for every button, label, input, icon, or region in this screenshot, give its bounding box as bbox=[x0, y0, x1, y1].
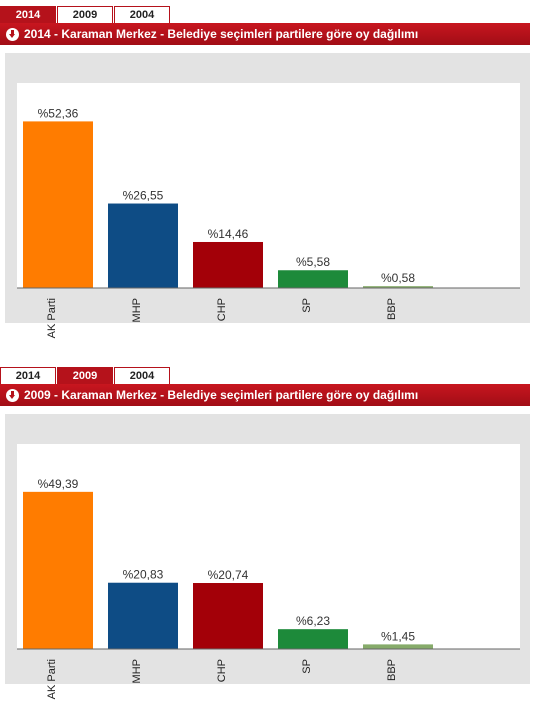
bar-sp[interactable] bbox=[278, 629, 348, 649]
download-icon[interactable] bbox=[6, 388, 19, 402]
plot-background bbox=[17, 444, 520, 649]
download-icon[interactable] bbox=[6, 27, 19, 41]
chart-title-bar: 2014 - Karaman Merkez - Belediye seçimle… bbox=[0, 23, 530, 45]
data-label: %49,39 bbox=[38, 477, 79, 491]
bar-chp[interactable] bbox=[193, 583, 263, 649]
bar-chart-2009: %49,39 AK Parti %20,83 MHP %20,74 CHP %6,23 SP%… bbox=[17, 477, 520, 699]
election-panel-2014: 2014 2009 2004 2014 - Karaman Merkez - B… bbox=[0, 6, 535, 358]
category-label: BBP bbox=[386, 659, 398, 681]
data-label: %0,58 bbox=[381, 271, 415, 285]
bar-chp[interactable] bbox=[193, 241, 263, 288]
bar-sp[interactable] bbox=[278, 270, 348, 288]
category-label: CHP bbox=[216, 659, 228, 682]
bar-mhp[interactable] bbox=[108, 203, 178, 288]
tab-2014[interactable]: 2014 bbox=[0, 6, 56, 23]
category-label: BBP bbox=[386, 298, 398, 320]
tab-2014[interactable]: 2014 bbox=[0, 367, 56, 384]
tab-2004[interactable]: 2004 bbox=[114, 6, 170, 23]
chart-title: 2009 - Karaman Merkez - Belediye seçimle… bbox=[24, 388, 419, 402]
data-label: %20,74 bbox=[208, 568, 249, 582]
category-label: CHP bbox=[216, 298, 228, 321]
category-label: SP bbox=[301, 659, 313, 674]
category-label: AK Parti bbox=[46, 298, 58, 338]
chart-area: %52,36 AK Parti %26,55 MHP %14,46 CHP %5,58 SP%… bbox=[5, 53, 530, 338]
chart-title-bar: 2009 - Karaman Merkez - Belediye seçimle… bbox=[0, 384, 530, 406]
category-label: MHP bbox=[131, 298, 143, 322]
tab-2009[interactable]: 2009 bbox=[57, 367, 113, 384]
year-tabs: 2014 2009 2004 bbox=[0, 6, 171, 23]
category-label: SP bbox=[301, 298, 313, 313]
data-label: %26,55 bbox=[123, 189, 164, 203]
data-label: %6,23 bbox=[296, 614, 330, 628]
data-label: %20,83 bbox=[123, 568, 164, 582]
bar-mhp[interactable] bbox=[108, 582, 178, 649]
data-label: %14,46 bbox=[208, 227, 249, 241]
category-label: AK Parti bbox=[46, 659, 58, 699]
plot-background bbox=[17, 83, 520, 288]
bar-chart-2014: %52,36 AK Parti %26,55 MHP %14,46 CHP %5,58 SP%… bbox=[17, 106, 520, 338]
tab-2009[interactable]: 2009 bbox=[57, 6, 113, 23]
data-label: %5,58 bbox=[296, 255, 330, 269]
bar-ak-parti[interactable] bbox=[23, 491, 93, 649]
bar-bbp[interactable] bbox=[363, 644, 433, 649]
data-label: %1,45 bbox=[381, 629, 415, 643]
tab-2004[interactable]: 2004 bbox=[114, 367, 170, 384]
category-label: MHP bbox=[131, 659, 143, 683]
bar-ak-parti[interactable] bbox=[23, 121, 93, 289]
bar-bbp[interactable] bbox=[363, 286, 433, 288]
chart-area: %49,39 AK Parti %20,83 MHP %20,74 CHP %6,23 SP%… bbox=[5, 414, 530, 699]
chart-title: 2014 - Karaman Merkez - Belediye seçimle… bbox=[24, 27, 419, 41]
year-tabs: 2014 2009 2004 bbox=[0, 367, 171, 384]
data-label: %52,36 bbox=[38, 106, 79, 120]
election-panel-2009: 2014 2009 2004 2009 - Karaman Merkez - B… bbox=[0, 367, 535, 715]
